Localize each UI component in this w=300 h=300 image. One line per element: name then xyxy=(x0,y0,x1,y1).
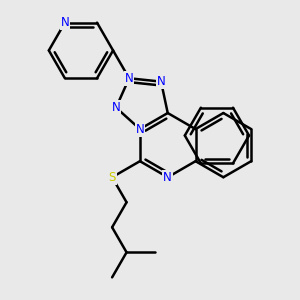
Text: N: N xyxy=(136,123,144,136)
Text: N: N xyxy=(61,16,69,29)
Text: S: S xyxy=(108,171,116,184)
Text: N: N xyxy=(125,72,134,85)
Text: N: N xyxy=(164,171,172,184)
Text: N: N xyxy=(157,75,165,88)
Text: N: N xyxy=(112,101,120,114)
